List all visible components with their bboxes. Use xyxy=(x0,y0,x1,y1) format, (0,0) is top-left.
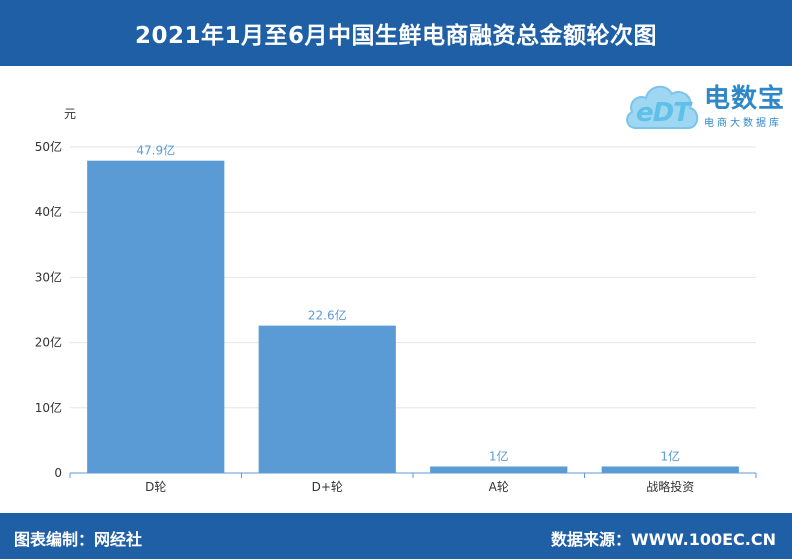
cloud-logo-icon xyxy=(626,85,699,129)
footer-credit: 图表编制：网经社 xyxy=(14,530,143,549)
bar xyxy=(87,160,225,473)
y-axis-unit-label: 元 xyxy=(64,107,76,121)
x-tick-label: D轮 xyxy=(145,480,166,494)
bar xyxy=(258,325,396,473)
bar-data-label: 1亿 xyxy=(660,448,680,463)
footer-source: 数据来源：WWW.100EC.CN xyxy=(550,530,776,549)
bar xyxy=(601,466,739,473)
page-title: 2021年1月至6月中国生鲜电商融资总金额轮次图 xyxy=(134,23,658,49)
logo-brand: 电数宝 xyxy=(704,84,786,114)
y-tick-label: 10亿 xyxy=(35,400,62,415)
bar-data-label: 1亿 xyxy=(489,448,509,463)
logo-subtitle: 电商大数据库 xyxy=(704,118,782,129)
footer-bar: 图表编制：网经社 数据来源：WWW.100EC.CN xyxy=(0,513,792,559)
x-tick-label: D+轮 xyxy=(312,480,343,494)
y-tick-label: 30亿 xyxy=(35,269,62,284)
y-tick-label: 40亿 xyxy=(35,204,62,219)
bar-data-label: 47.9亿 xyxy=(136,143,175,158)
logo-cloud-text: eDT xyxy=(636,98,691,128)
x-tick-label: A轮 xyxy=(489,480,509,494)
chart-area: 元 0 10亿 20亿 30亿 40亿 50亿 47.9亿 D轮 22.6亿 D+轮 1亿 A轮 1亿战略… xyxy=(0,66,792,513)
y-tick-label: 50亿 xyxy=(35,139,62,154)
bar-chart: 元 0 10亿 20亿 30亿 40亿 50亿 47.9亿 D轮 22.6亿 D+轮 1亿 A轮 1亿战略… xyxy=(35,107,757,494)
y-tick-label: 0 xyxy=(54,466,62,480)
y-tick-label: 20亿 xyxy=(35,335,62,350)
bar-data-label: 22.6亿 xyxy=(308,308,347,323)
x-tick-label: 战略投资 xyxy=(646,479,694,494)
logo: eDT 电数宝 电商大数据库 xyxy=(622,72,792,136)
header-bar: 2021年1月至6月中国生鲜电商融资总金额轮次图 xyxy=(0,0,792,66)
bar xyxy=(430,466,568,473)
